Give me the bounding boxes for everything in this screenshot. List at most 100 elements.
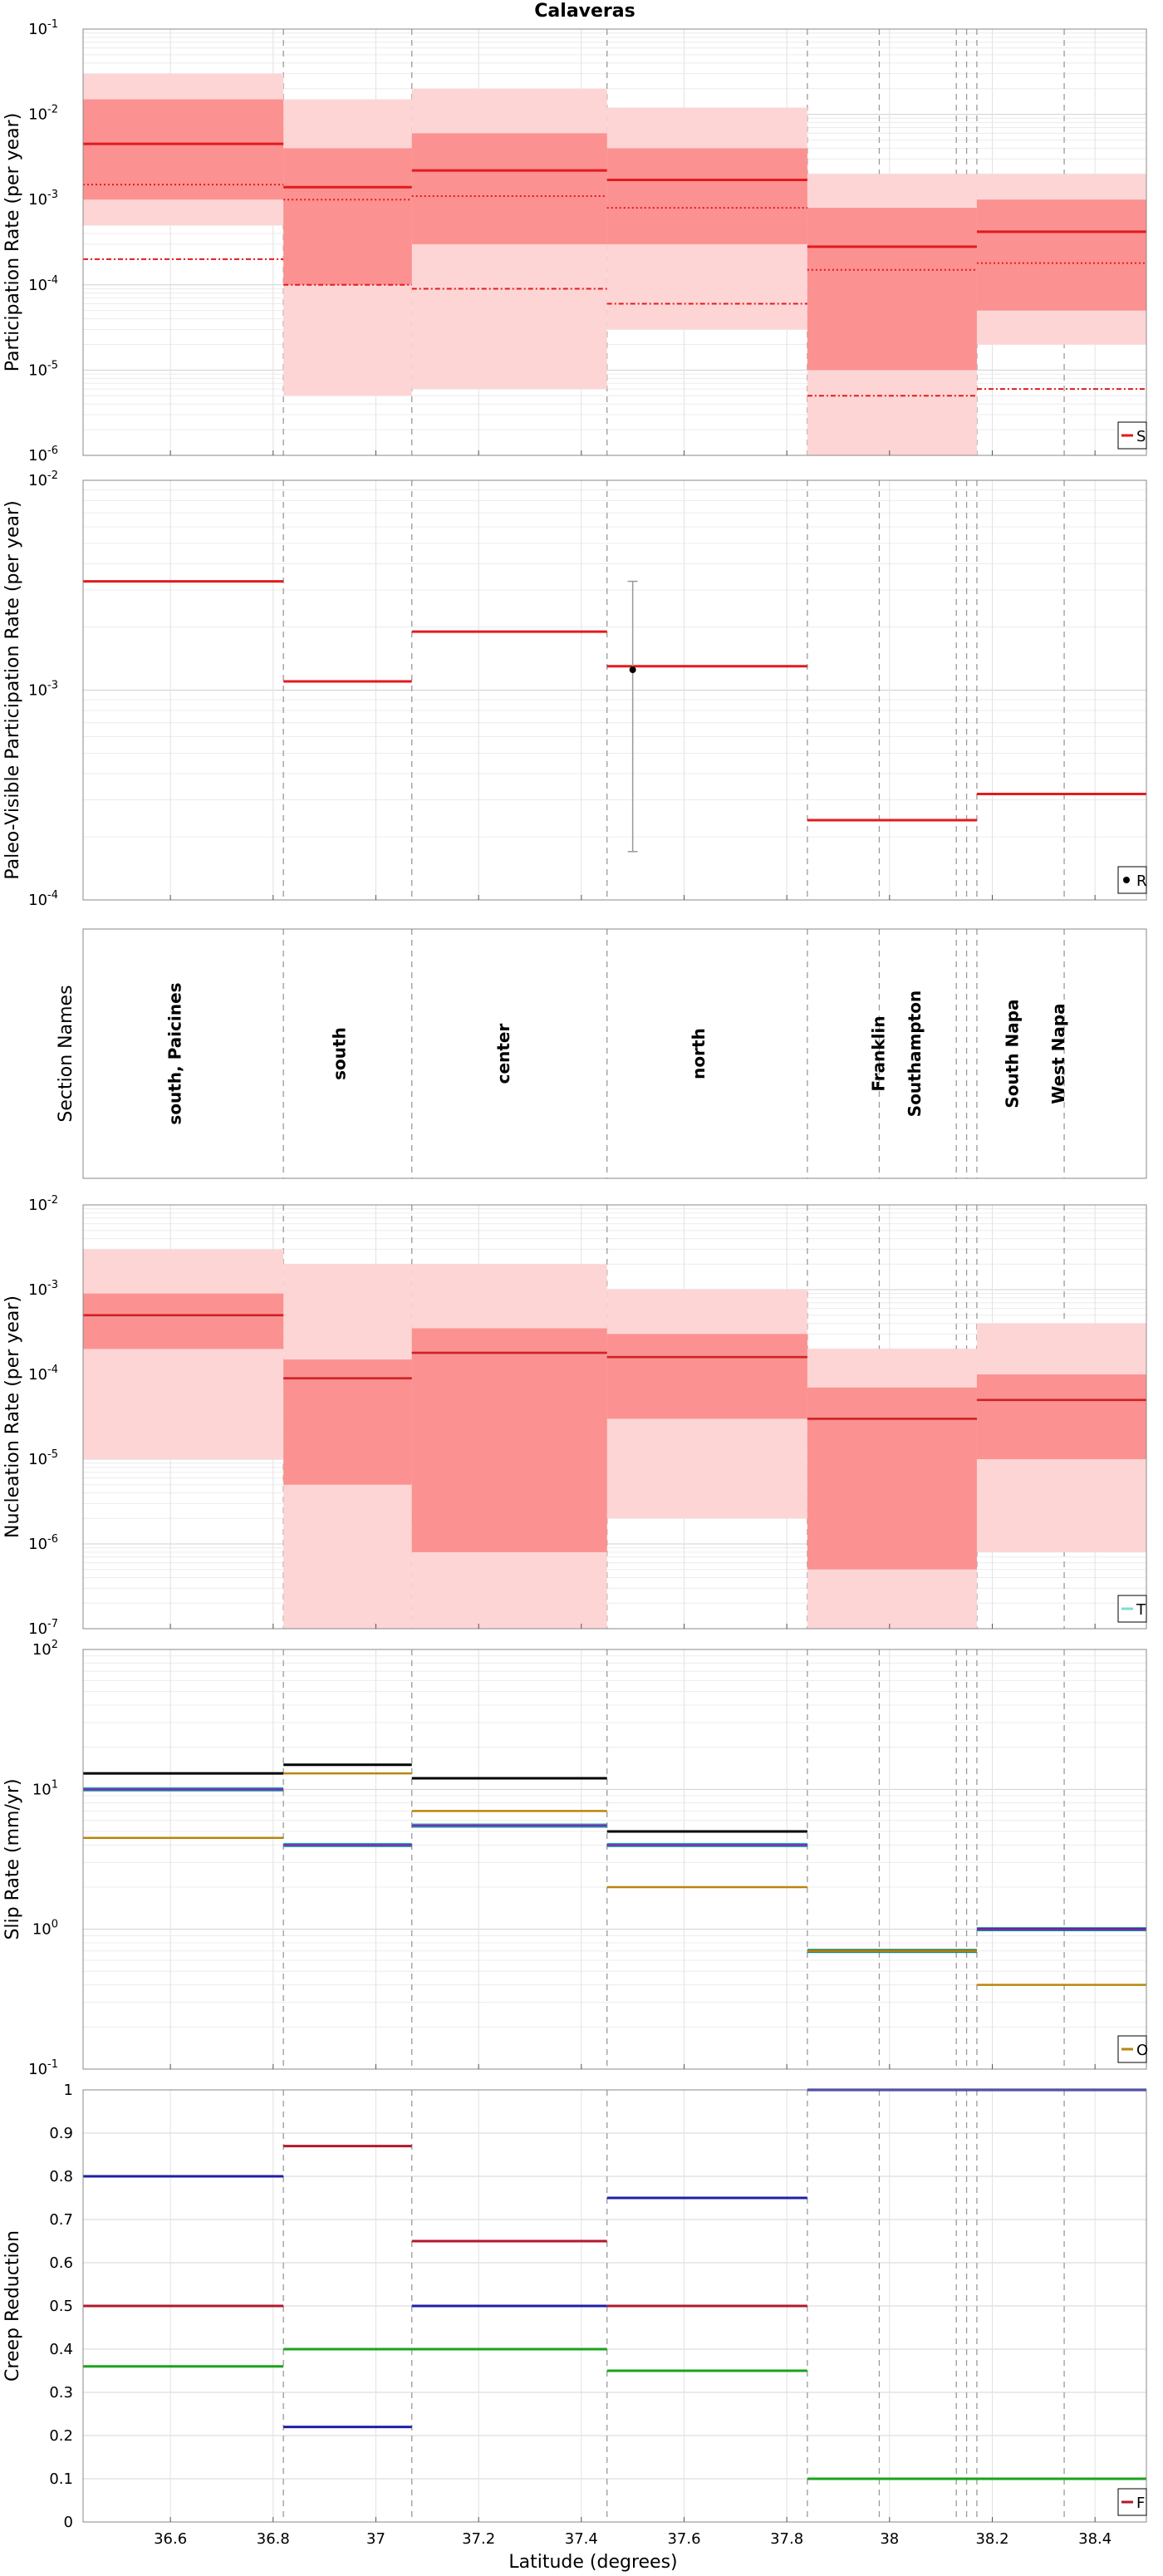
y-tick-label: 10-3 — [28, 189, 58, 209]
legend-label: O — [1136, 2042, 1148, 2059]
x-tick-label: 36.8 — [257, 2530, 290, 2548]
y-tick-base: 10 — [28, 892, 47, 909]
y-tick-label: 10-4 — [28, 274, 58, 294]
x-tick-label: 37.2 — [462, 2530, 495, 2548]
y-tick-base: 10 — [28, 1281, 47, 1299]
y-tick-label: 0.7 — [49, 2211, 73, 2229]
y-tick-base: 10 — [28, 447, 47, 465]
figure-title: Calaveras — [534, 1, 635, 22]
x-tick-label: 38.4 — [1078, 2530, 1111, 2548]
y-axis-label: Participation Rate (per year) — [2, 113, 23, 372]
y-tick-label: 100 — [32, 1919, 58, 1939]
y-tick-exponent: -4 — [47, 274, 58, 287]
y-tick-label: 10-2 — [28, 1194, 58, 1214]
y-tick-exponent: -1 — [47, 18, 58, 31]
y-tick-exponent: -4 — [47, 1364, 58, 1376]
y-tick-base: 10 — [28, 1620, 47, 1638]
y-tick-label: 10-7 — [28, 1618, 58, 1638]
y-tick-base: 10 — [32, 1921, 52, 1939]
y-tick-base: 10 — [28, 1536, 47, 1553]
y-tick-exponent: 1 — [52, 1778, 58, 1791]
section-name: West Napa — [1048, 1003, 1068, 1104]
band-inner — [606, 1334, 807, 1419]
section-name: Franklin — [869, 1015, 889, 1091]
band-inner — [606, 148, 807, 244]
y-tick-exponent: -2 — [47, 104, 58, 116]
y-tick-label: 10-4 — [28, 889, 58, 909]
section-name: south, Paicines — [164, 982, 184, 1124]
section-name: center — [493, 1024, 513, 1084]
legend-label: F — [1136, 2495, 1145, 2512]
panel-border — [82, 2089, 1147, 2523]
band-inner — [976, 199, 1146, 311]
band-inner — [283, 148, 412, 285]
y-tick-label: 0.6 — [49, 2254, 73, 2272]
y-axis-label: Creep Reduction — [2, 2230, 23, 2382]
y-tick-label: 102 — [32, 1639, 58, 1659]
x-tick-label: 37.6 — [667, 2530, 700, 2548]
y-tick-label: 0.4 — [49, 2341, 73, 2358]
band-inner — [976, 1374, 1146, 1459]
band-inner — [83, 1293, 284, 1349]
y-tick-label: 0 — [64, 2514, 73, 2531]
y-tick-label: 0.5 — [49, 2298, 73, 2315]
y-tick-label: 10-1 — [28, 2058, 58, 2078]
band-outer — [83, 1249, 284, 1459]
section-name: south — [329, 1027, 349, 1080]
y-tick-label: 10-5 — [28, 1448, 58, 1468]
y-tick-base: 10 — [28, 682, 47, 700]
y-axis-label: Paleo-Visible Participation Rate (per ye… — [2, 500, 23, 879]
panel-border — [82, 1204, 1147, 1630]
y-tick-exponent: -6 — [47, 1533, 58, 1546]
x-tick-label: 38.2 — [975, 2530, 1008, 2548]
x-tick-label: 37 — [366, 2530, 385, 2548]
y-tick-label: 101 — [32, 1778, 58, 1798]
panel-border — [82, 928, 1147, 1179]
x-tick-label: 38 — [880, 2530, 899, 2548]
y-tick-exponent: 2 — [52, 1639, 58, 1651]
legend-box — [1117, 866, 1147, 894]
paleo-point — [629, 666, 636, 674]
y-tick-label: 1 — [64, 2082, 73, 2099]
y-tick-exponent: -1 — [47, 2058, 58, 2071]
y-tick-base: 10 — [32, 1781, 52, 1798]
y-tick-label: 0.9 — [49, 2125, 73, 2142]
y-tick-base: 10 — [28, 1451, 47, 1468]
y-tick-label: 0.3 — [49, 2384, 73, 2401]
y-tick-exponent: -5 — [47, 359, 58, 371]
y-tick-base: 10 — [28, 1366, 47, 1384]
y-tick-base: 10 — [28, 106, 47, 124]
y-tick-exponent: -7 — [47, 1618, 58, 1630]
y-tick-base: 10 — [28, 2061, 47, 2078]
y-tick-label: 10-1 — [28, 18, 58, 38]
section-name: Southampton — [905, 991, 925, 1117]
y-tick-label: 10-3 — [28, 680, 58, 700]
section-name: north — [689, 1028, 709, 1079]
y-tick-exponent: -2 — [47, 1194, 58, 1207]
legend-label: S — [1136, 428, 1146, 445]
legend-label: R — [1136, 873, 1147, 890]
y-tick-base: 10 — [28, 472, 47, 489]
panel-creep: 0 0.1 0.2 0.3 0.4 0.5 0.6 0.7 0.8 0.9 1 Creep Reduc… — [2, 2082, 1147, 2548]
y-tick-label: 10-4 — [28, 1364, 58, 1384]
x-tick-label: 37.8 — [770, 2530, 803, 2548]
y-tick-exponent: -3 — [47, 189, 58, 201]
panel-border — [82, 28, 1147, 456]
y-tick-label: 10-2 — [28, 469, 58, 489]
band-inner — [411, 1328, 607, 1552]
y-tick-base: 10 — [32, 1641, 52, 1659]
y-tick-label: 10-6 — [28, 1533, 58, 1553]
band-inner — [83, 99, 284, 200]
y-tick-base: 10 — [28, 1197, 47, 1214]
y-tick-base: 10 — [28, 277, 47, 294]
y-tick-exponent: -4 — [47, 889, 58, 902]
y-tick-base: 10 — [28, 21, 47, 38]
y-axis-label: Slip Rate (mm/yr) — [2, 1778, 23, 1939]
x-tick-label: 37.4 — [565, 2530, 598, 2548]
y-tick-exponent: -3 — [47, 1279, 58, 1291]
y-tick-exponent: -3 — [47, 680, 58, 692]
y-tick-label: 0.2 — [49, 2427, 73, 2445]
